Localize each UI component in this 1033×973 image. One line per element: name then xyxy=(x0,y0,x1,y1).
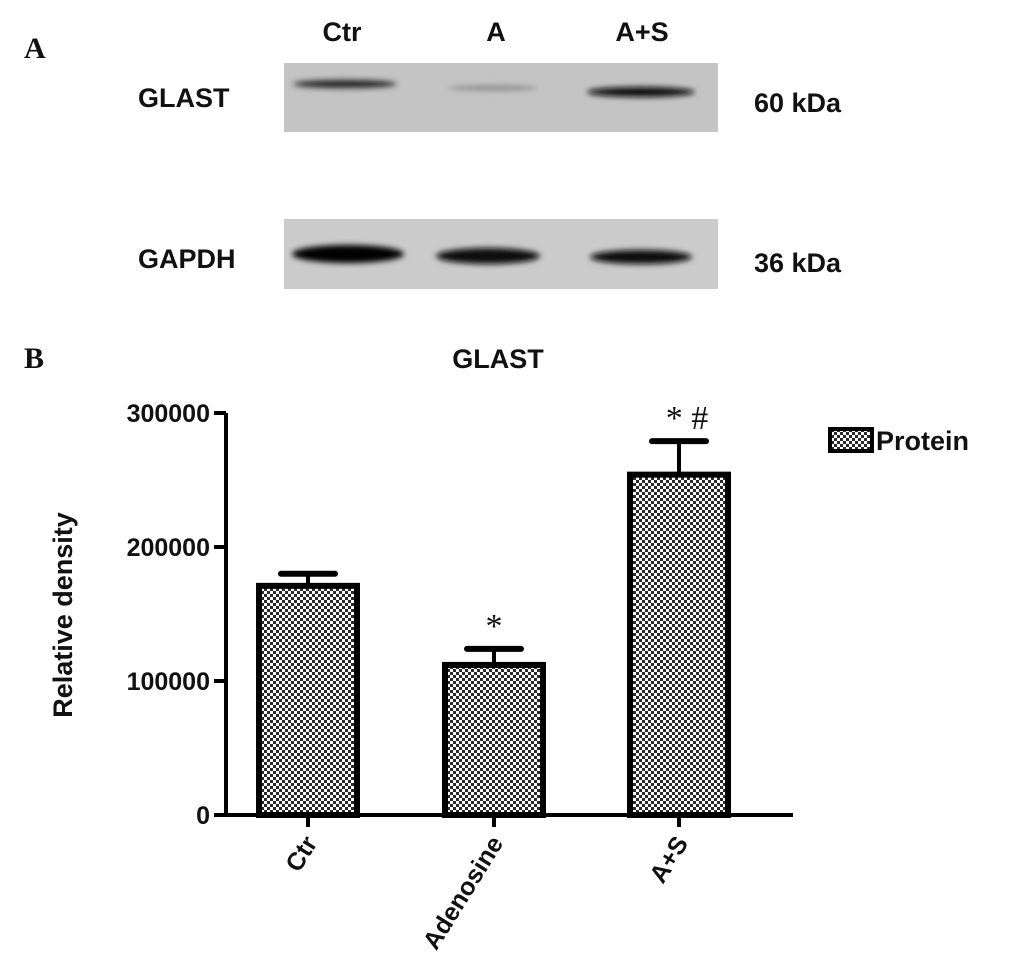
bar-ctr xyxy=(256,582,360,818)
bar-adenosine xyxy=(442,661,546,818)
legend-label: Protein xyxy=(876,426,969,456)
y-tick-label: 200000 xyxy=(127,534,210,562)
blot-row-gapdh-label: GAPDH xyxy=(138,244,236,274)
x-tick-label: Adenosine xyxy=(418,831,510,954)
band-glast-as xyxy=(587,87,695,97)
band-gapdh-as xyxy=(590,250,692,264)
panel-label-a: A xyxy=(24,32,46,65)
chart-title: GLAST xyxy=(452,344,544,374)
band-glast-a xyxy=(449,85,537,91)
band-glast-ctr xyxy=(293,80,397,88)
y-axis-label: Relative density xyxy=(48,512,78,718)
blot-glast xyxy=(284,63,718,132)
legend-swatch xyxy=(828,427,874,453)
panel-label-b: B xyxy=(24,342,44,375)
blot-row-gapdh-size: 36 kDa xyxy=(754,248,842,278)
x-tick-label: Ctr xyxy=(280,831,323,877)
significance-marker: * xyxy=(486,608,503,645)
blot-gapdh xyxy=(284,219,718,289)
blot-row-glast-size: 60 kDa xyxy=(754,88,842,118)
legend: Protein xyxy=(828,426,969,456)
bar-as xyxy=(627,471,731,818)
y-tick-label: 300000 xyxy=(127,400,210,428)
blot-row-glast-label: GLAST xyxy=(138,83,230,113)
lane-label-a: A xyxy=(486,17,506,47)
band-gapdh-a xyxy=(436,248,540,264)
y-tick-label: 100000 xyxy=(127,668,210,696)
bars: * * # xyxy=(256,400,731,818)
band-gapdh-ctr xyxy=(292,245,404,263)
lane-label-as: A+S xyxy=(615,17,668,47)
significance-marker: * # xyxy=(666,400,709,437)
lane-label-ctr: Ctr xyxy=(323,17,362,47)
y-tick-label: 0 xyxy=(196,802,210,830)
x-tick-label: A+S xyxy=(644,831,694,888)
